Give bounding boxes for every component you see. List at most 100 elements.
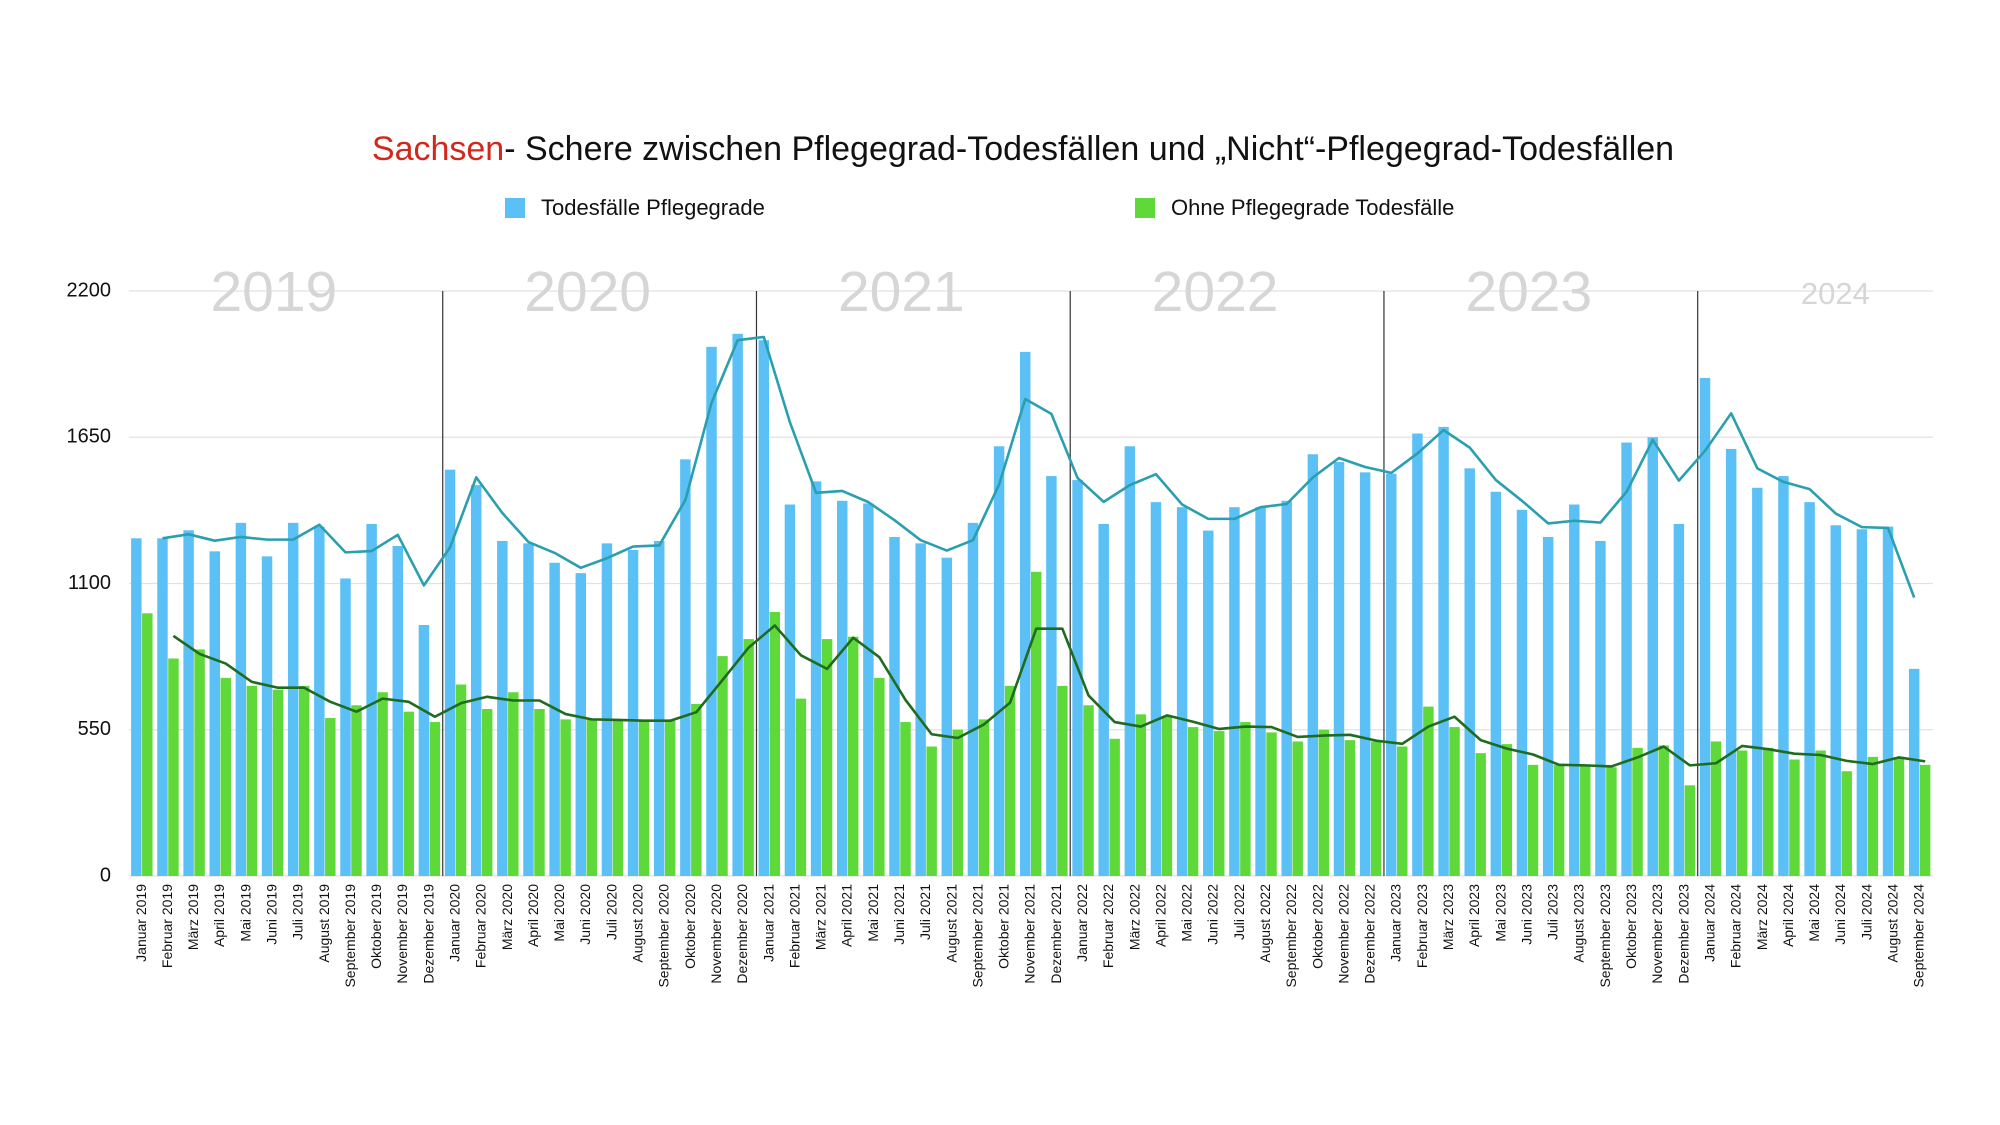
bar <box>889 536 900 876</box>
bar <box>732 333 743 876</box>
x-tick-label: November 2023 <box>1649 884 1665 984</box>
x-tick-label: Oktober 2019 <box>368 884 384 969</box>
bar <box>392 546 403 876</box>
bar <box>261 556 273 876</box>
bar <box>1882 526 1894 876</box>
y-tick-label: 1100 <box>68 572 111 594</box>
bar <box>314 526 325 876</box>
bar <box>758 340 770 876</box>
bar <box>142 613 153 876</box>
bar <box>1542 536 1554 876</box>
x-tick-label: September 2022 <box>1283 884 1299 988</box>
bar <box>235 522 247 876</box>
bar <box>246 685 258 876</box>
x-tick-label: Dezember 2019 <box>420 884 436 984</box>
legend-label: Todesfälle Pflegegrade <box>541 195 765 220</box>
bar <box>874 677 885 876</box>
bar <box>298 685 310 876</box>
x-tick-label: Januar 2024 <box>1701 884 1717 962</box>
bar <box>157 538 168 876</box>
bar <box>455 684 467 876</box>
x-tick-label: April 2022 <box>1152 884 1168 947</box>
bar <box>1359 472 1371 876</box>
legend-label: Ohne Pflegegrade Todesfälle <box>1171 195 1454 220</box>
bar <box>1386 473 1397 876</box>
x-tick-label: Oktober 2021 <box>996 884 1012 969</box>
x-tick-label: Januar 2022 <box>1074 884 1090 962</box>
x-tick-label: November 2019 <box>394 884 410 984</box>
bar <box>575 573 587 876</box>
x-tick-label: Juni 2021 <box>891 884 907 945</box>
bar <box>1658 745 1669 876</box>
title-highlight: Sachsen <box>372 130 504 168</box>
bar <box>1490 491 1502 876</box>
legend-swatch <box>505 198 525 218</box>
bar <box>1292 741 1303 876</box>
x-tick-label: Februar 2024 <box>1728 884 1744 968</box>
bar <box>784 504 796 876</box>
x-tick-label: April 2021 <box>839 884 855 947</box>
title-text: - Schere zwischen Pflegegrad-Todesfällen… <box>504 130 1674 168</box>
bar <box>967 522 979 876</box>
bar <box>481 709 493 876</box>
bar <box>429 722 441 876</box>
x-tick-label: April 2020 <box>525 884 541 947</box>
bar <box>1710 741 1722 876</box>
x-tick-label: März 2019 <box>185 884 201 950</box>
y-tick-label: 550 <box>78 718 111 740</box>
bar <box>691 703 702 876</box>
x-tick-label: Juli 2020 <box>603 884 619 940</box>
bar <box>1124 446 1136 876</box>
bar <box>1501 744 1513 876</box>
bar <box>926 746 937 876</box>
bar <box>795 698 807 876</box>
bar <box>131 538 142 876</box>
bar <box>1752 487 1763 876</box>
bar <box>1255 507 1266 876</box>
year-label: 2021 <box>838 260 965 324</box>
bar <box>1830 525 1841 876</box>
bar <box>1789 759 1800 876</box>
bar <box>325 718 336 876</box>
bar <box>1606 767 1617 876</box>
bar <box>847 636 859 876</box>
x-tick-label: September 2020 <box>656 884 672 988</box>
bar <box>1569 504 1580 876</box>
year-label: 2023 <box>1465 260 1592 324</box>
bar <box>653 540 665 876</box>
bar <box>1072 480 1083 876</box>
year-label: 2019 <box>210 260 337 324</box>
bar <box>769 611 781 876</box>
x-tick-label: Januar 2019 <box>133 884 149 962</box>
x-tick-label: August 2021 <box>943 884 959 963</box>
x-tick-label: Mai 2024 <box>1806 884 1822 942</box>
x-tick-label: Februar 2022 <box>1100 884 1116 968</box>
x-tick-label: April 2024 <box>1780 884 1796 947</box>
bar <box>1031 571 1042 876</box>
chart-title: Sachsen- Schere zwischen Pflegegrad-Tode… <box>372 130 1674 168</box>
bar <box>1725 448 1737 876</box>
x-tick-label: Januar 2020 <box>447 884 463 962</box>
bar <box>1804 502 1815 876</box>
bar <box>377 692 388 876</box>
bar <box>717 656 728 876</box>
x-tick-label: Februar 2023 <box>1414 884 1430 968</box>
bar <box>1867 756 1879 876</box>
x-tick-label: Juni 2024 <box>1832 884 1848 945</box>
bar <box>941 557 953 876</box>
bar <box>444 469 456 876</box>
x-tick-label: April 2023 <box>1466 884 1482 947</box>
bar <box>664 720 676 876</box>
x-tick-label: Juli 2019 <box>290 884 306 940</box>
bar <box>821 639 833 876</box>
x-tick-label: September 2021 <box>969 884 985 988</box>
bar <box>1046 476 1057 876</box>
bar <box>601 543 613 876</box>
x-tick-label: Oktober 2020 <box>682 884 698 969</box>
bar <box>1763 747 1774 876</box>
trend-line <box>162 335 1916 599</box>
x-tick-label: Oktober 2022 <box>1309 884 1325 969</box>
x-tick-label: August 2024 <box>1884 884 1900 963</box>
bar <box>1397 746 1408 876</box>
bar <box>209 551 220 876</box>
